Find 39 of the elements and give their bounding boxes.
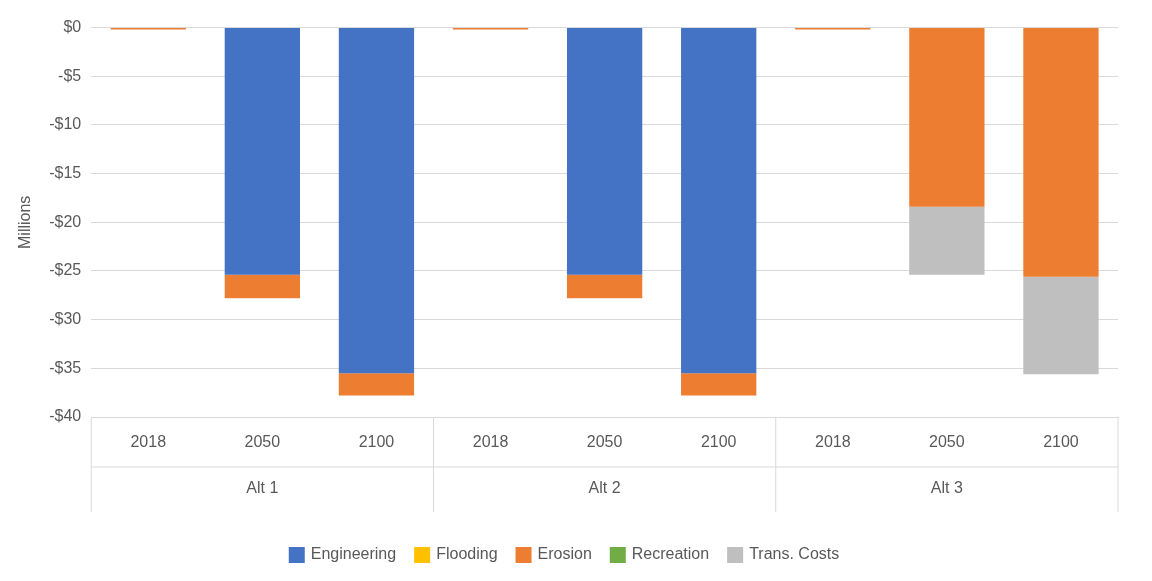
bar — [224, 28, 300, 275]
y-tick-label: -$35 — [49, 358, 82, 376]
legend-label: Flooding — [436, 545, 498, 563]
bar — [681, 373, 757, 396]
bar — [566, 274, 643, 299]
legend-label: Erosion — [537, 545, 592, 563]
legend-label: Engineering — [310, 545, 397, 563]
y-tick-label: -$30 — [49, 310, 82, 328]
x-tick-label: 2100 — [700, 433, 737, 451]
x-tick-label: 2100 — [358, 433, 395, 451]
x-tick-label: 2050 — [586, 433, 623, 451]
y-tick-label: -$20 — [49, 212, 82, 230]
y-tick-label: -$40 — [49, 407, 82, 425]
x-tick-label: 2100 — [1043, 433, 1079, 451]
bar — [338, 373, 415, 396]
bar — [1023, 276, 1099, 375]
x-tick-label: 2018 — [472, 433, 509, 451]
text: Alt 1 — [246, 479, 279, 497]
bar — [681, 28, 757, 374]
x-tick-label: 2018 — [814, 433, 851, 451]
y-tick-label: -$5 — [58, 66, 82, 84]
text: Alt 3 — [930, 479, 963, 497]
bar — [566, 28, 643, 275]
bar — [1023, 28, 1099, 277]
y-tick-label: $0 — [63, 18, 82, 36]
y-tick-label: -$15 — [49, 164, 82, 182]
bar — [338, 28, 415, 374]
x-tick-label: 2050 — [244, 433, 281, 451]
x-tick-label: 2018 — [130, 433, 167, 451]
y-tick-label: -$25 — [49, 261, 82, 279]
y-tick-label: -$10 — [49, 115, 82, 133]
bar — [909, 28, 985, 207]
y-axis-title: Millions — [16, 195, 34, 249]
legend-label: Trans. Costs — [749, 545, 840, 563]
x-tick-label: 2050 — [929, 433, 965, 451]
bar — [224, 274, 300, 299]
legend-label: Recreation — [631, 545, 710, 563]
text: Alt 2 — [588, 479, 621, 497]
bar — [909, 206, 985, 275]
